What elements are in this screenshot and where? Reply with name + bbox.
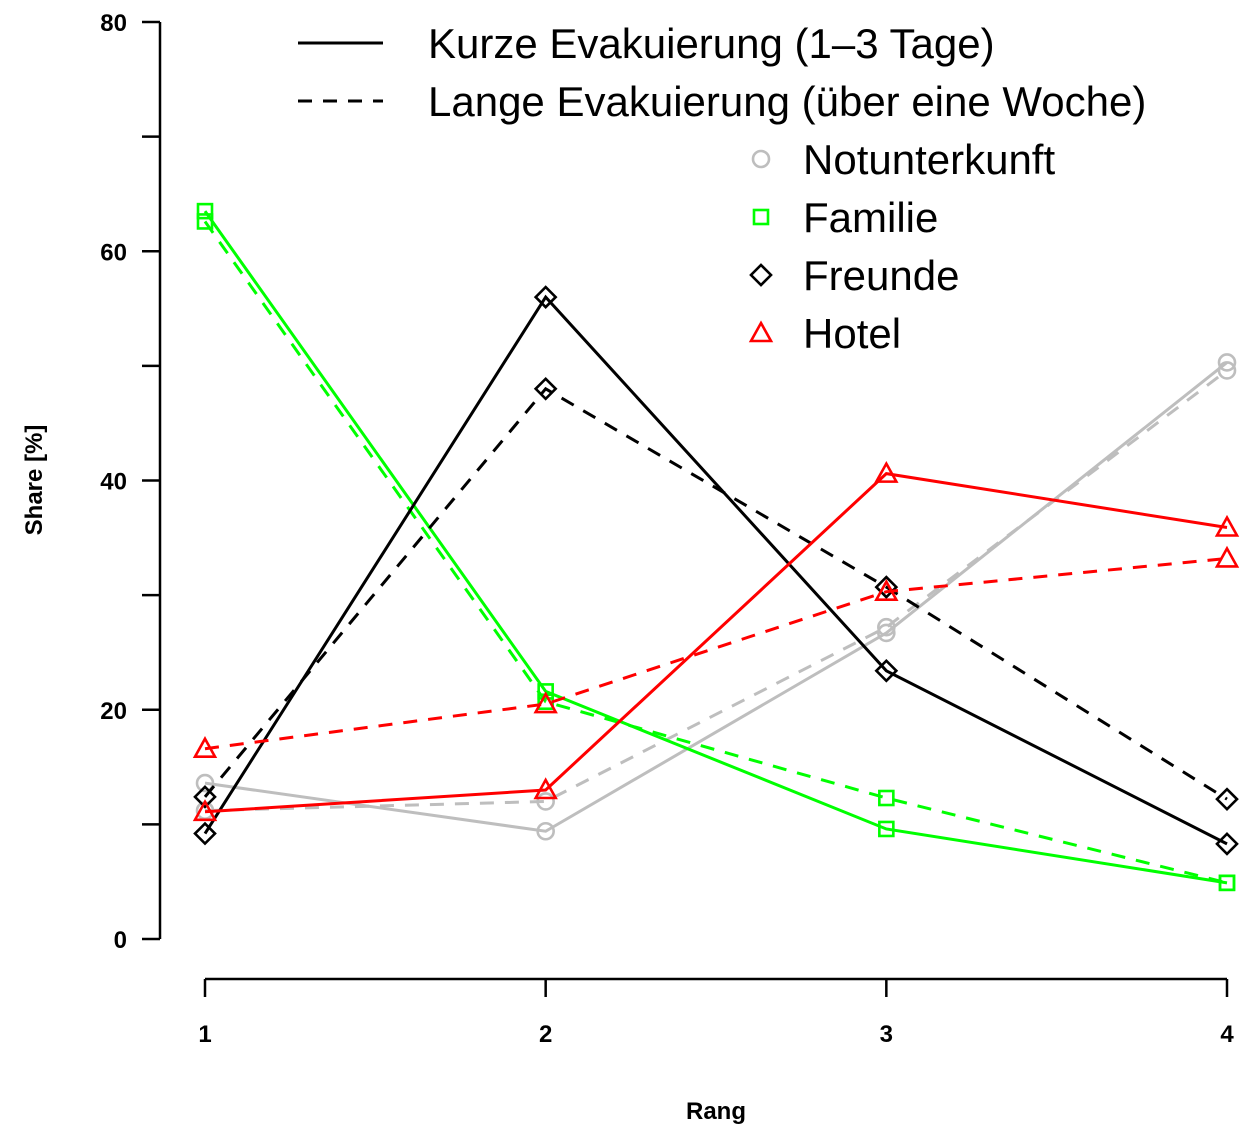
- data-point-freunde-kurze: [193, 821, 217, 846]
- x-ticks: 1 2 3 4: [198, 979, 1234, 1048]
- x-tick-label: 2: [539, 1021, 552, 1048]
- data-point-freunde-kurze: [874, 658, 899, 683]
- legend-markers: [748, 149, 774, 343]
- series-freunde-lange: [193, 376, 1239, 811]
- data-point-familie-kurze: [878, 820, 895, 838]
- series-line-freunde-kurze: [203, 294, 1228, 846]
- legend-marker-hotel: [748, 320, 774, 343]
- data-point-familie-kurze: [196, 202, 214, 220]
- y-tick-label: 0: [114, 927, 127, 954]
- legend-item-notunterkunft: Notunterkunft: [803, 136, 1055, 183]
- x-tick-label: 3: [880, 1021, 893, 1048]
- data-point-notunterkunft-kurze: [1217, 353, 1237, 372]
- y-ticks: 0 20 40 60 80: [100, 10, 160, 954]
- data-point-familie-lange: [196, 213, 214, 230]
- x-tick-label: 4: [1220, 1021, 1234, 1048]
- y-tick-label: 80: [100, 10, 127, 37]
- data-point-familie-lange: [878, 789, 895, 807]
- y-tick-label: 60: [100, 239, 127, 266]
- data-point-hotel-lange: [192, 736, 218, 759]
- data-point-notunterkunft-lange: [536, 792, 555, 811]
- data-point-hotel-lange: [874, 579, 899, 601]
- series-line-freunde-lange: [203, 386, 1228, 801]
- data-point-notunterkunft-lange: [877, 617, 896, 637]
- data-point-freunde-kurze: [533, 285, 558, 309]
- data-point-familie-lange: [1218, 874, 1236, 892]
- axes: 0 20 40 60 80 1 2 3 4 Share [%] Rang: [21, 10, 1234, 1125]
- data-point-freunde-lange: [533, 376, 558, 401]
- data-point-hotel-kurze: [192, 799, 218, 822]
- y-tick-label: 40: [100, 469, 127, 496]
- data-point-hotel-kurze: [874, 460, 899, 483]
- series-freunde-kurze: [193, 285, 1239, 856]
- x-tick-label: 1: [198, 1021, 211, 1048]
- legend-item-hotel: Hotel: [803, 310, 901, 357]
- series-familie-kurze: [196, 202, 1236, 892]
- data-point-hotel-kurze: [1214, 514, 1240, 537]
- series-line-notunterkunft-lange: [204, 369, 1228, 813]
- legend-item-familie: Familie: [803, 194, 938, 241]
- legend-marker-freunde: [749, 263, 773, 287]
- y-axis-title: Share [%]: [21, 425, 48, 536]
- data-point-freunde-kurze: [1215, 832, 1239, 856]
- series-hotel-lange: [192, 545, 1240, 759]
- data-point-freunde-lange: [1215, 787, 1239, 811]
- data-point-hotel-kurze: [533, 777, 558, 800]
- y-tick-label: 20: [100, 698, 127, 725]
- x-axis-title: Rang: [686, 1098, 746, 1125]
- legend-marker-notunterkunft: [751, 149, 771, 169]
- series-line-familie-lange: [203, 220, 1228, 885]
- legend: Kurze Evakuierung (1–3 Tage) Lange Evaku…: [298, 20, 1146, 357]
- data-point-freunde-lange: [874, 575, 899, 599]
- data-point-hotel-lange: [1214, 545, 1240, 568]
- legend-item-kurze: Kurze Evakuierung (1–3 Tage): [428, 20, 995, 67]
- legend-marker-familie: [752, 208, 770, 226]
- plot-area: [192, 202, 1240, 892]
- series-line-familie-kurze: [203, 210, 1228, 885]
- data-point-hotel-lange: [533, 691, 558, 714]
- series-familie-lange: [196, 213, 1236, 892]
- legend-item-lange: Lange Evakuierung (über eine Woche): [428, 78, 1146, 125]
- data-point-freunde-lange: [193, 785, 217, 809]
- series-hotel-kurze: [192, 460, 1240, 822]
- data-point-notunterkunft-kurze: [195, 773, 215, 793]
- series-line-hotel-kurze: [204, 472, 1228, 814]
- data-point-notunterkunft-lange: [1217, 361, 1237, 380]
- series-line-hotel-lange: [204, 556, 1228, 751]
- data-point-notunterkunft-kurze: [536, 821, 555, 841]
- legend-item-freunde: Freunde: [803, 252, 959, 299]
